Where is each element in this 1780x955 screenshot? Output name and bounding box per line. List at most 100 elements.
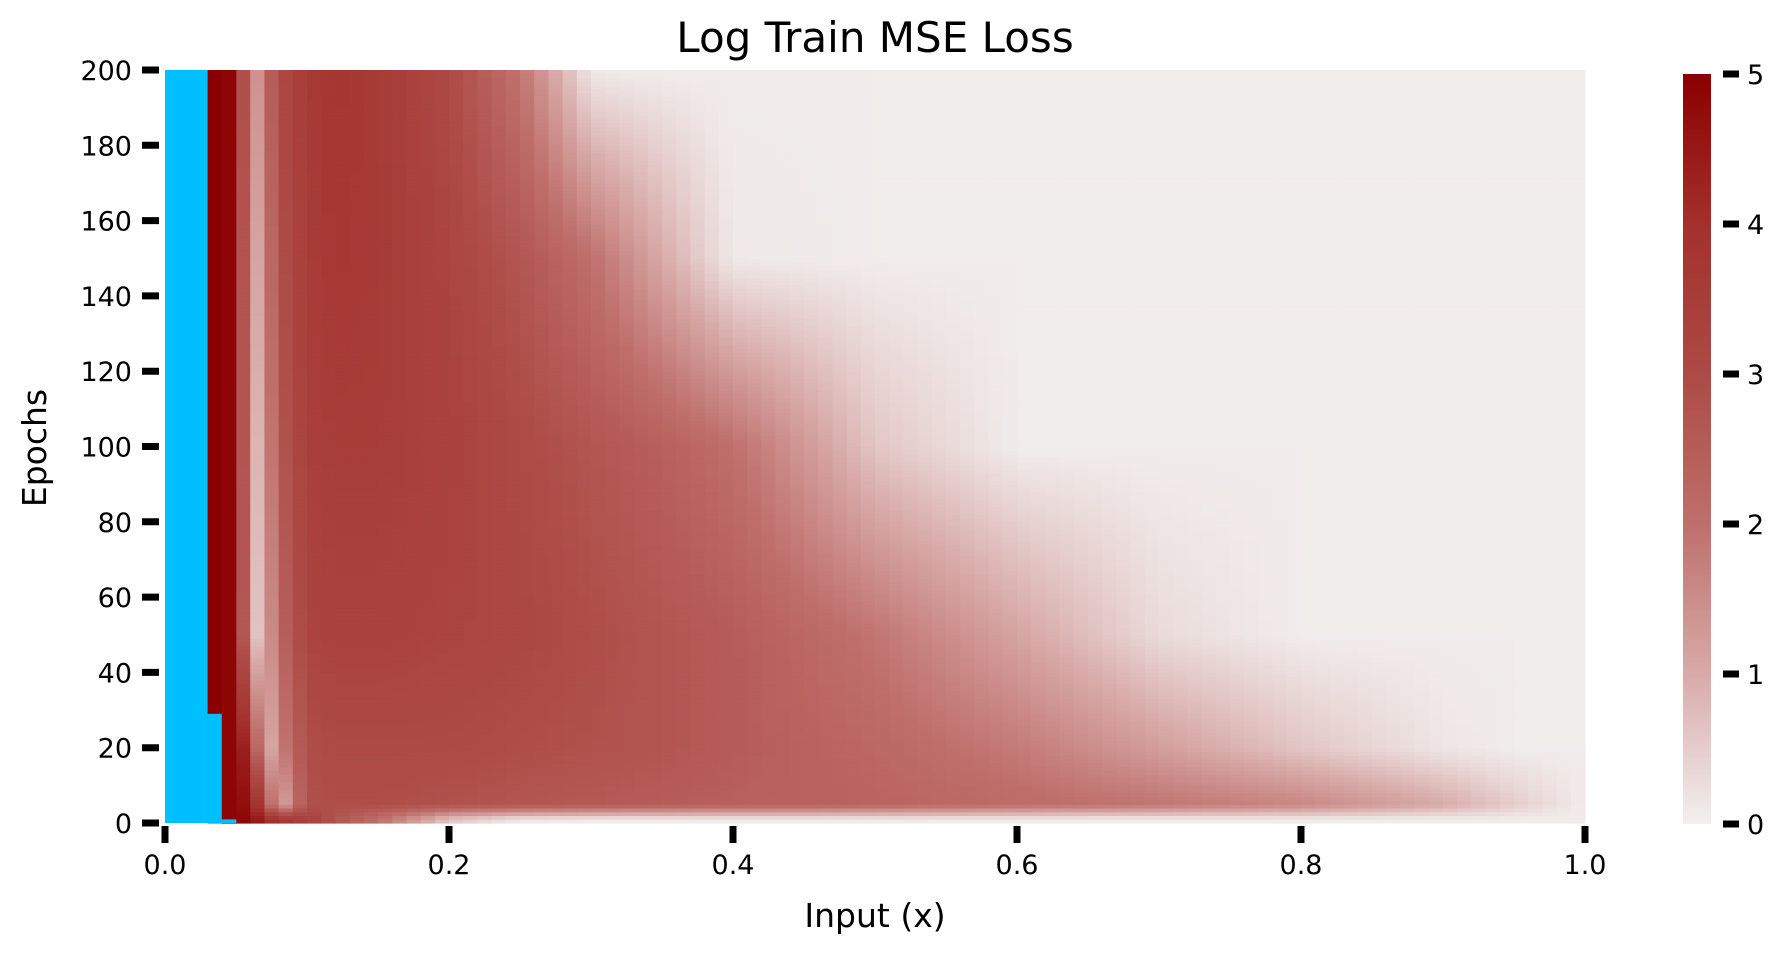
heatmap-cell — [1414, 702, 1430, 707]
heatmap-cell — [1485, 710, 1501, 715]
heatmap-cell — [520, 819, 535, 824]
heatmap-cell — [1357, 796, 1373, 801]
heatmap-cell — [236, 781, 251, 786]
heatmap-cell — [1187, 657, 1203, 662]
heatmap-cell — [1315, 634, 1330, 640]
heatmap-cell — [1315, 743, 1330, 749]
heatmap-cell — [1485, 740, 1501, 745]
heatmap-cell — [846, 725, 862, 730]
heatmap-cell — [946, 736, 961, 741]
heatmap-cell — [1301, 770, 1316, 775]
heatmap-cell — [1499, 679, 1515, 685]
heatmap-cell — [1357, 819, 1373, 824]
heatmap-cell — [591, 732, 606, 737]
heatmap-cell — [1258, 713, 1274, 719]
heatmap-cell — [1017, 691, 1032, 696]
heatmap-cell — [278, 717, 294, 722]
heatmap-cell — [349, 664, 365, 670]
heatmap-cell — [818, 789, 833, 794]
heatmap-cell — [363, 781, 379, 786]
heatmap-cell — [1258, 687, 1274, 692]
heatmap-cell — [804, 819, 819, 824]
heatmap-cell — [1386, 789, 1401, 794]
heatmap-cell — [292, 713, 308, 719]
heatmap-cell — [1002, 728, 1018, 734]
heatmap-cell — [1428, 747, 1444, 753]
heatmap-cell — [1159, 804, 1174, 809]
heatmap-cell — [1201, 747, 1217, 753]
heatmap-cell — [505, 691, 521, 696]
heatmap-cell — [349, 800, 365, 805]
heatmap-cell — [1400, 634, 1416, 640]
heatmap-cell — [406, 804, 422, 809]
heatmap-cell — [1244, 646, 1259, 651]
heatmap-cell — [1244, 657, 1259, 662]
heatmap-cell — [662, 653, 677, 658]
heatmap-cell — [647, 796, 663, 801]
heatmap-cell — [846, 668, 862, 673]
heatmap-cell — [761, 713, 777, 719]
heatmap-cell — [619, 766, 635, 771]
heatmap-cell — [1258, 796, 1274, 801]
heatmap-cell — [1173, 706, 1188, 711]
heatmap-cell — [775, 657, 791, 662]
heatmap-cell — [335, 710, 351, 715]
heatmap-cell — [534, 706, 549, 711]
heatmap-cell — [1116, 668, 1132, 673]
heatmap-cell — [789, 668, 805, 673]
heatmap-cell — [292, 672, 308, 677]
heatmap-cell — [1457, 642, 1472, 647]
heatmap-cell — [704, 691, 720, 696]
heatmap-cell — [1372, 800, 1387, 805]
heatmap-cell — [1258, 642, 1274, 647]
heatmap-cell — [1471, 717, 1487, 722]
heatmap-cell — [875, 691, 890, 696]
heatmap-cell — [1059, 687, 1075, 692]
heatmap-cell — [647, 792, 663, 798]
heatmap-cell — [1499, 691, 1515, 696]
heatmap-cell — [378, 657, 393, 662]
heatmap-cell — [662, 687, 677, 692]
heatmap-cell — [875, 796, 890, 801]
heatmap-cell — [1329, 638, 1345, 643]
heatmap-cell — [1528, 743, 1543, 749]
heatmap-cell — [548, 800, 564, 805]
heatmap-cell — [1045, 664, 1061, 670]
heatmap-cell — [647, 755, 663, 760]
heatmap-cell — [846, 743, 862, 749]
heatmap-cell — [1400, 762, 1416, 768]
heatmap-cell — [733, 785, 748, 790]
heatmap-cell — [1443, 762, 1458, 768]
heatmap-cell — [775, 815, 791, 820]
heatmap-cell — [1201, 789, 1217, 794]
heatmap-cell — [1428, 770, 1444, 775]
heatmap-cell — [1258, 657, 1274, 662]
heatmap-cell — [1443, 759, 1458, 764]
heatmap-cell — [1570, 657, 1586, 662]
heatmap-cell — [434, 687, 450, 692]
heatmap-cell — [477, 649, 493, 655]
heatmap-cell — [605, 664, 620, 670]
heatmap-cell — [974, 676, 990, 681]
heatmap-cell — [690, 634, 706, 640]
heatmap-cell — [1130, 747, 1146, 753]
heatmap-cell — [1059, 702, 1075, 707]
heatmap-cell — [931, 683, 947, 689]
heatmap-cell — [647, 751, 663, 756]
heatmap-cell — [1514, 732, 1529, 737]
heatmap-cell — [1386, 781, 1401, 786]
heatmap-cell — [1144, 751, 1160, 756]
heatmap-cell — [1301, 762, 1316, 768]
heatmap-cell — [406, 706, 422, 711]
heatmap-cell — [1272, 792, 1288, 798]
heatmap-cell — [1173, 710, 1188, 715]
heatmap-cell — [860, 785, 876, 790]
heatmap-cell — [520, 668, 535, 673]
heatmap-cell — [676, 634, 691, 640]
heatmap-cell — [548, 649, 564, 655]
heatmap-cell — [946, 649, 961, 655]
heatmap-cell — [363, 819, 379, 824]
heatmap-cell — [917, 717, 933, 722]
heatmap-cell — [321, 736, 336, 741]
heatmap-cell — [988, 672, 1004, 677]
